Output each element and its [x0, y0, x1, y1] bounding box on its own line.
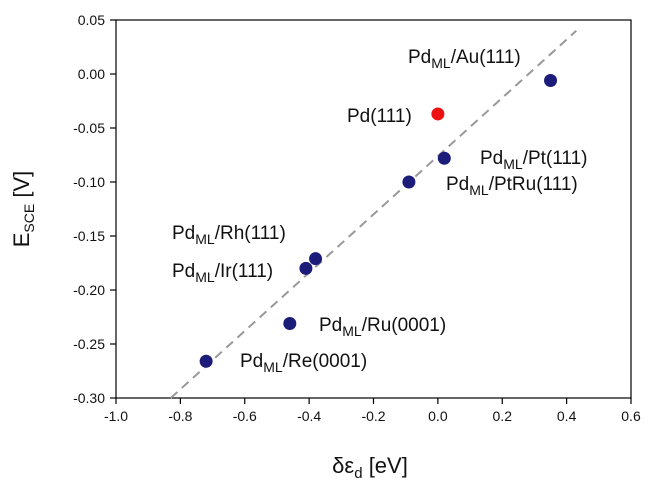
x-axis-label: δεd [eV] [332, 453, 408, 481]
point-label: PdML/Rh(111) [172, 223, 286, 247]
x-tick-label: 0.4 [557, 408, 577, 424]
data-point [402, 175, 416, 189]
y-tick-label: -0.25 [73, 336, 105, 352]
data-points [199, 73, 558, 368]
point-label: Pd(111) [347, 106, 412, 127]
point-label: PdML/Re(0001) [240, 351, 367, 375]
data-point [437, 151, 451, 165]
y-tick-label: 0.00 [78, 66, 105, 82]
point-label: PdML/Ru(0001) [319, 315, 446, 339]
x-tick-label: -1.0 [104, 408, 128, 424]
point-labels: PdML/Au(111) Pd(111) PdML/Pt(111)PdML/PtRu… [172, 47, 587, 375]
x-axis: -1.0 -0.8 -0.6 -0.4 -0.2 0.0 0.2 0.4 0.6 [104, 398, 641, 424]
trend-line [170, 30, 577, 399]
y-tick-label: -0.30 [73, 390, 105, 406]
y-tick-label: -0.20 [73, 282, 105, 298]
point-label: PdML/Ir(111) [172, 261, 273, 285]
data-point [199, 354, 213, 368]
x-tick-label: 0.2 [493, 408, 513, 424]
data-point [299, 261, 313, 275]
y-axis: 0.05 0.00 -0.05 -0.10 -0.15 -0.20 -0.25 -0.30 [73, 12, 116, 406]
data-point [431, 107, 445, 121]
x-tick-label: -0.4 [297, 408, 321, 424]
y-axis-label: ESCE [V] [9, 171, 37, 248]
data-point [283, 316, 297, 330]
y-tick-label: -0.10 [73, 174, 105, 190]
data-point [309, 252, 323, 266]
y-tick-label: -0.05 [73, 120, 105, 136]
x-tick-label: 0.0 [428, 408, 448, 424]
x-tick-label: -0.6 [233, 408, 257, 424]
point-label: PdML/Pt(111) [480, 148, 587, 172]
data-point [544, 73, 558, 87]
point-label: PdML/Au(111) [408, 47, 521, 71]
y-tick-label: -0.15 [73, 228, 105, 244]
x-tick-label: -0.8 [168, 408, 192, 424]
x-tick-label: 0.6 [621, 408, 641, 424]
point-label: PdML/PtRu(111) [446, 174, 578, 198]
y-tick-label: 0.05 [78, 12, 105, 28]
x-tick-label: -0.2 [361, 408, 385, 424]
